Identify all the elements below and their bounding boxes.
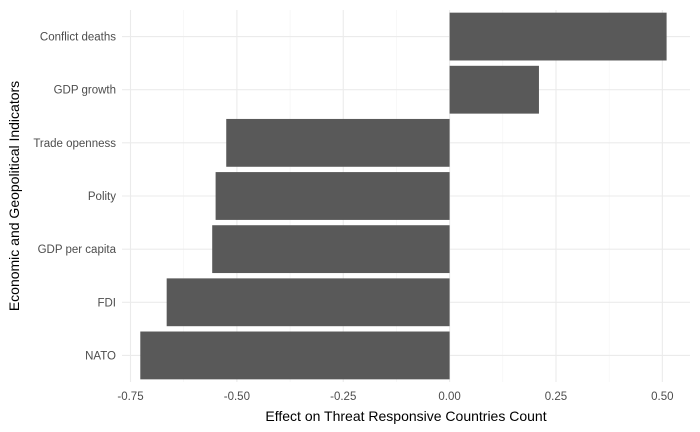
bar-polity (215, 172, 450, 220)
bar-gdp-per-capita (212, 225, 450, 274)
y-tick-label: GDP growth (54, 85, 116, 97)
y-tick-label: GDP per capita (38, 244, 117, 256)
y-tick-label: Polity (88, 191, 116, 203)
x-tick-label: -0.25 (330, 391, 356, 403)
bar-trade-openness (226, 118, 450, 167)
y-tick-label: Conflict deaths (40, 32, 116, 44)
y-axis-title: Economic and Geopolitical Indicators (6, 81, 22, 311)
bar-gdp-growth (449, 65, 539, 114)
bar-conflict-deaths (449, 12, 667, 61)
bar-fdi (166, 278, 450, 327)
y-tick-label: Trade openness (33, 138, 116, 150)
x-axis-title: Effect on Threat Responsive Countries Co… (265, 408, 546, 424)
x-tick-label: 0.00 (438, 391, 460, 403)
bars-layer (140, 12, 667, 380)
x-tick-label: -0.75 (117, 391, 143, 403)
y-tick-label: NATO (85, 350, 116, 362)
bar-nato (140, 331, 450, 380)
x-tick-label: -0.50 (224, 391, 250, 403)
x-tick-labels: -0.75 -0.50 -0.25 0.00 0.25 0.50 (117, 391, 673, 403)
y-tick-label: FDI (97, 297, 116, 309)
y-tick-labels: Conflict deaths GDP growth Trade openness P… (33, 32, 116, 363)
x-tick-label: 0.25 (545, 391, 567, 403)
x-tick-label: 0.50 (651, 391, 673, 403)
